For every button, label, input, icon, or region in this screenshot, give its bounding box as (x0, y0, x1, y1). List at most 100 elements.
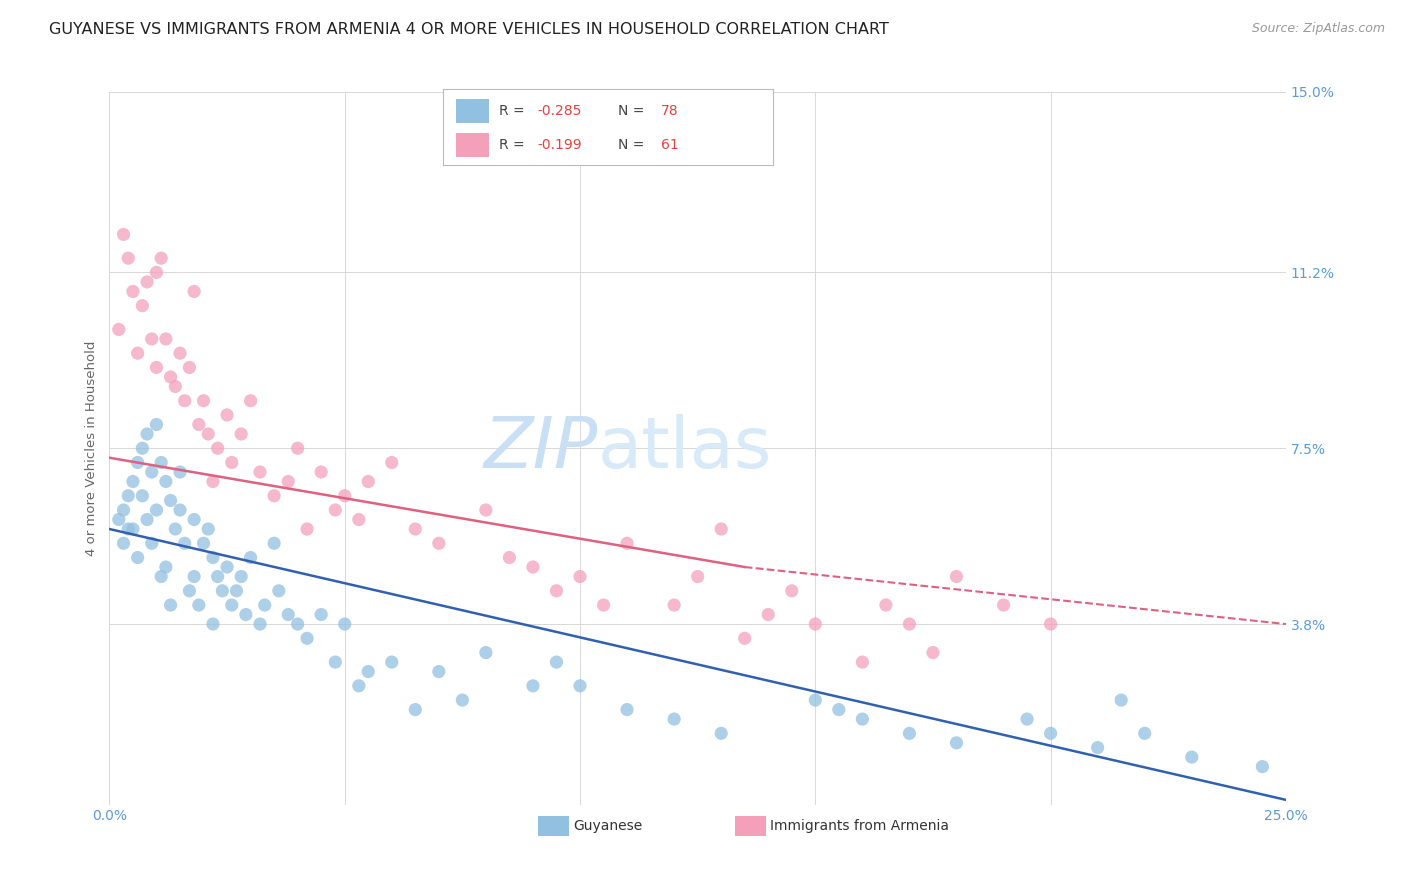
Point (108, 512, 131, 526)
Point (141, 536, 163, 550)
Point (221, 598, 243, 612)
Point (945, 736, 967, 750)
Point (145, 360, 167, 375)
Point (309, 465, 332, 479)
Point (173, 393, 195, 408)
Point (207, 569, 229, 583)
Point (945, 569, 967, 583)
Text: 78: 78 (661, 104, 679, 118)
Point (898, 726, 921, 740)
Point (155, 560, 177, 574)
Point (277, 475, 299, 489)
Point (179, 583, 201, 598)
Point (475, 503, 498, 517)
Point (141, 332, 163, 346)
Point (108, 322, 131, 336)
Point (117, 522, 139, 536)
Point (267, 583, 290, 598)
Point (546, 655, 568, 669)
Point (239, 550, 262, 565)
Point (404, 702, 426, 716)
Point (277, 607, 299, 622)
Point (231, 427, 253, 442)
Point (127, 550, 149, 565)
Point (145, 503, 167, 517)
Point (851, 712, 873, 726)
Point (662, 598, 685, 612)
Point (136, 275, 159, 289)
Point (141, 465, 163, 479)
Point (828, 702, 851, 716)
Point (122, 522, 145, 536)
Point (179, 360, 201, 375)
Point (193, 536, 215, 550)
Point (522, 560, 544, 574)
Point (263, 489, 285, 503)
Point (239, 393, 262, 408)
Point (122, 475, 145, 489)
Text: R =: R = (499, 104, 529, 118)
Point (404, 522, 426, 536)
Point (323, 503, 346, 517)
Point (201, 475, 224, 489)
Point (155, 475, 177, 489)
Point (169, 465, 191, 479)
Point (117, 489, 139, 503)
Point (756, 607, 779, 622)
Point (201, 617, 224, 632)
Point (211, 583, 233, 598)
Point (131, 442, 153, 456)
Point (131, 489, 153, 503)
Point (333, 489, 356, 503)
Point (159, 598, 181, 612)
Point (287, 617, 309, 632)
Point (1039, 617, 1062, 632)
Point (117, 251, 139, 265)
Point (347, 679, 370, 693)
Point (263, 536, 285, 550)
Point (215, 560, 238, 574)
Point (215, 408, 238, 422)
Point (193, 393, 215, 408)
Point (569, 679, 592, 693)
Point (295, 522, 318, 536)
Point (295, 632, 318, 646)
Point (922, 646, 945, 660)
Text: Immigrants from Armenia: Immigrants from Armenia (770, 819, 949, 833)
Point (1039, 726, 1062, 740)
Point (145, 265, 167, 279)
Point (169, 503, 191, 517)
Point (1133, 726, 1156, 740)
Point (197, 522, 219, 536)
Point (498, 550, 520, 565)
Point (187, 598, 209, 612)
Point (381, 655, 404, 669)
Point (225, 583, 247, 598)
Point (249, 617, 271, 632)
Point (569, 569, 592, 583)
Point (173, 536, 195, 550)
Point (221, 455, 243, 469)
Point (165, 522, 187, 536)
Point (427, 665, 450, 679)
Point (159, 370, 181, 384)
Point (323, 655, 346, 669)
Point (710, 726, 733, 740)
Point (898, 617, 921, 632)
Point (249, 465, 271, 479)
Y-axis label: 4 or more Vehicles in Household: 4 or more Vehicles in Household (86, 341, 98, 556)
Point (127, 455, 149, 469)
Point (183, 569, 205, 583)
Point (131, 299, 153, 313)
Point (231, 569, 253, 583)
Point (207, 442, 229, 456)
Point (851, 655, 873, 669)
Point (616, 702, 638, 716)
Point (546, 583, 568, 598)
Point (1087, 740, 1109, 755)
Point (197, 427, 219, 442)
Point (357, 475, 380, 489)
Point (780, 583, 803, 598)
Point (169, 346, 191, 360)
Point (183, 285, 205, 299)
